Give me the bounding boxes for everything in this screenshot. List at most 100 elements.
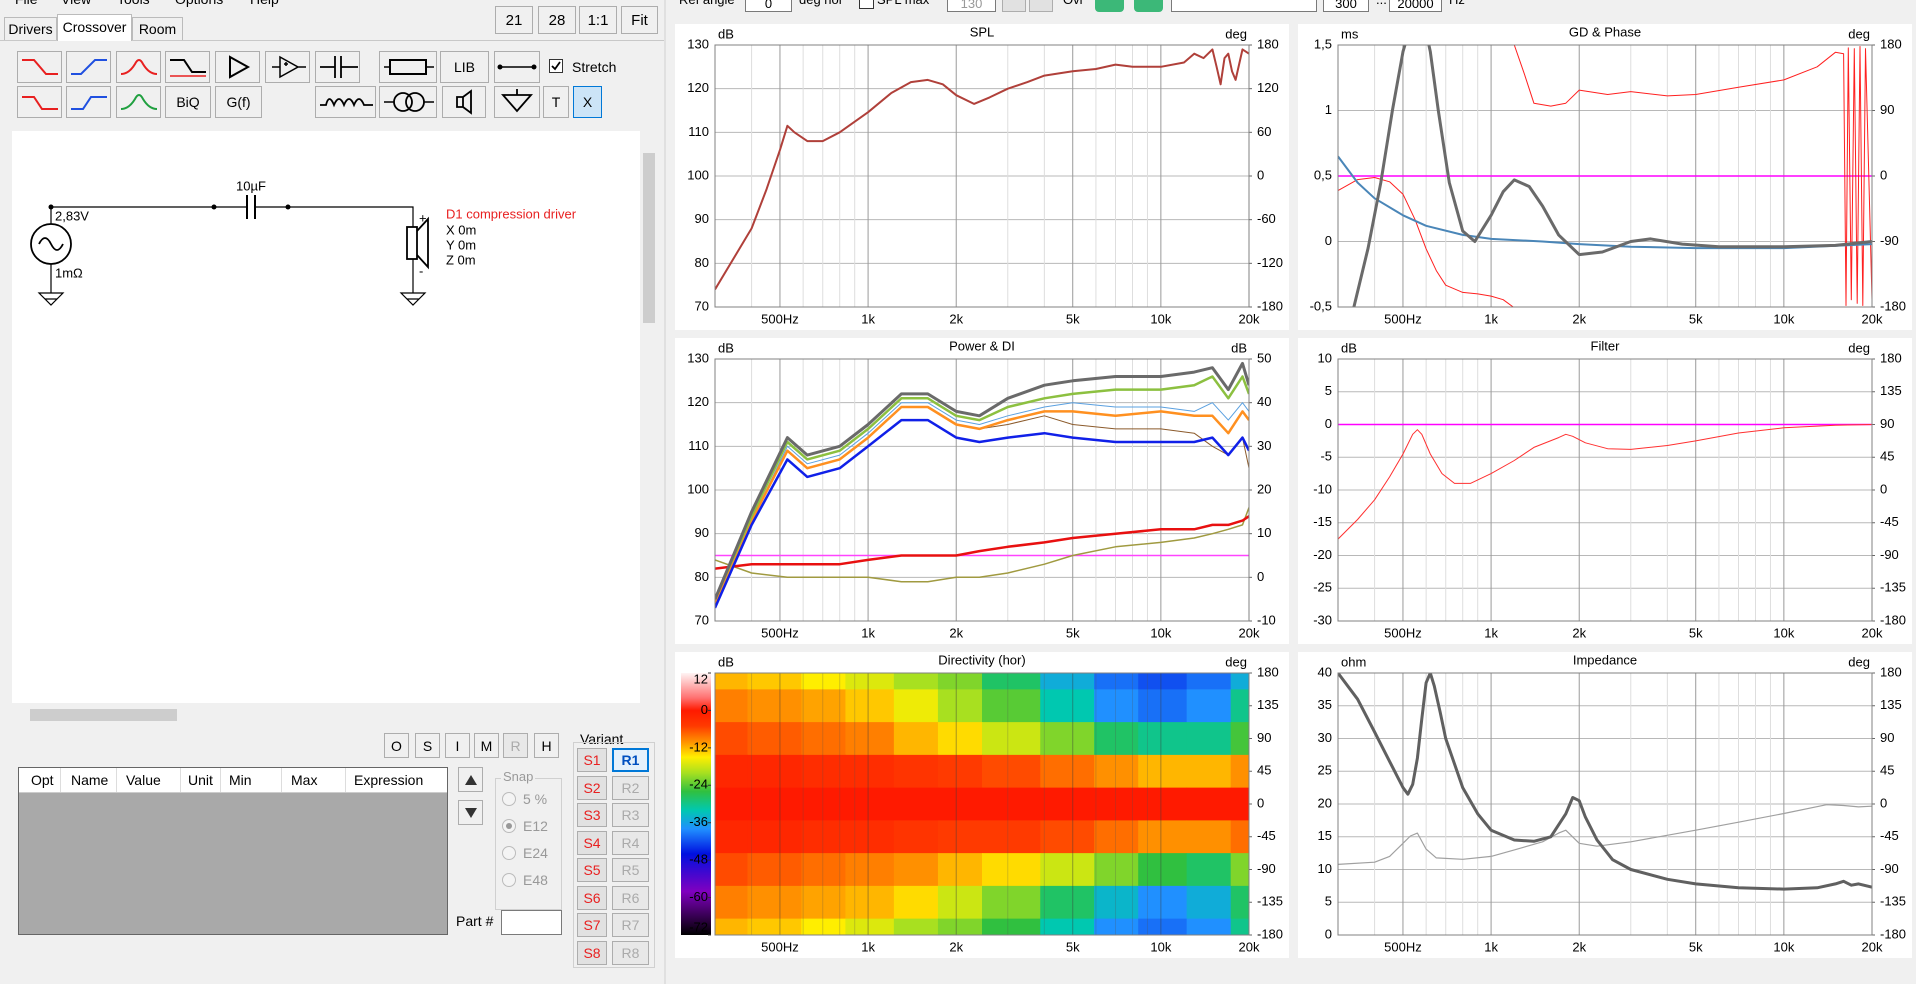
tool-button[interactable] xyxy=(265,51,310,83)
variant-s-button[interactable]: S5 xyxy=(577,858,607,882)
menu-item[interactable]: Options xyxy=(175,0,223,7)
mode-button[interactable]: I xyxy=(445,733,470,758)
tab[interactable]: Drivers xyxy=(4,17,57,40)
radio[interactable] xyxy=(502,792,516,806)
zoom-button[interactable]: 1:1 xyxy=(579,6,617,34)
mode-button[interactable]: O xyxy=(384,733,409,758)
variant-s-button[interactable]: S3 xyxy=(577,803,607,827)
x-button[interactable]: X xyxy=(573,86,602,118)
variant-s-button[interactable]: S4 xyxy=(577,830,607,855)
move-down[interactable] xyxy=(458,800,483,825)
zoom-button[interactable]: 28 xyxy=(538,6,576,34)
checkbox[interactable] xyxy=(859,0,874,9)
t-button[interactable]: T xyxy=(543,86,569,118)
tool-button[interactable] xyxy=(116,86,161,118)
x-tick-label: 1k xyxy=(861,939,875,954)
tool-button[interactable] xyxy=(17,86,62,118)
column-header[interactable]: Expression xyxy=(354,772,424,788)
tool-button[interactable] xyxy=(215,51,260,83)
spin-down[interactable] xyxy=(1002,0,1026,12)
checkbox[interactable] xyxy=(549,59,563,73)
tab[interactable]: Room xyxy=(132,17,183,40)
column-header[interactable]: Unit xyxy=(188,772,213,788)
input-field[interactable]: 0 xyxy=(745,0,792,12)
column-header[interactable]: Value xyxy=(126,772,161,788)
tool-button[interactable] xyxy=(17,51,62,83)
splitter[interactable] xyxy=(664,0,666,984)
gf-button[interactable]: G(f) xyxy=(215,86,262,118)
heatmap-cell xyxy=(747,673,802,690)
input-field[interactable]: 130 xyxy=(947,0,996,12)
tool-button[interactable] xyxy=(116,51,161,83)
variant-s-button[interactable]: S6 xyxy=(577,885,607,910)
tool-button[interactable] xyxy=(315,51,360,83)
menu-item[interactable]: File xyxy=(15,0,38,7)
mode-button[interactable]: R xyxy=(503,733,528,758)
variant-s-button[interactable]: S2 xyxy=(577,775,607,800)
variant-r-button[interactable]: R4 xyxy=(612,830,649,855)
variant-r-button[interactable]: R5 xyxy=(612,858,649,882)
mode-button[interactable]: H xyxy=(534,733,559,758)
biq-button[interactable]: BiQ xyxy=(165,86,211,118)
tool-button[interactable] xyxy=(66,51,111,83)
tool-button[interactable] xyxy=(494,86,540,118)
zoom-button[interactable]: Fit xyxy=(621,6,658,34)
column-header[interactable]: Name xyxy=(71,772,109,788)
x-tick-label: 1k xyxy=(1484,625,1498,640)
remove-overlay[interactable] xyxy=(1134,0,1163,12)
menu-item[interactable]: Tools xyxy=(117,0,150,7)
y2-tick-label: 120 xyxy=(1257,80,1279,95)
variant-r-button[interactable]: R1 xyxy=(612,748,649,772)
tool-button[interactable] xyxy=(66,86,111,118)
add-overlay[interactable] xyxy=(1095,0,1124,12)
variant-s-button[interactable]: S8 xyxy=(577,940,607,965)
radio[interactable] xyxy=(502,846,516,860)
variant-r-button[interactable]: R3 xyxy=(612,803,649,827)
spin-up[interactable] xyxy=(1029,0,1053,12)
menu-item[interactable]: View xyxy=(61,0,91,7)
driver[interactable] xyxy=(406,226,418,260)
chart-title: Impedance xyxy=(1573,652,1637,667)
capacitor[interactable] xyxy=(246,195,256,219)
variant-r-button[interactable]: R7 xyxy=(612,913,649,937)
voltage-source[interactable] xyxy=(30,223,72,265)
tool-button[interactable] xyxy=(379,86,437,118)
scroll-thumb[interactable] xyxy=(30,709,177,721)
variant-r-button[interactable]: R8 xyxy=(612,940,649,965)
y2-tick-label: 40 xyxy=(1257,394,1271,409)
lib-button[interactable]: LIB xyxy=(440,51,489,83)
tool-button[interactable] xyxy=(442,86,486,118)
y-tick-label: -25 xyxy=(1313,580,1332,595)
tab[interactable]: Crossover xyxy=(57,14,132,41)
tool-button[interactable] xyxy=(315,86,376,118)
column-header[interactable]: Min xyxy=(229,772,252,788)
input-field[interactable]: 300 xyxy=(1323,0,1369,12)
mode-button[interactable]: S xyxy=(415,733,440,758)
variant-r-button[interactable]: R2 xyxy=(612,775,649,800)
horizontal-scrollbar[interactable] xyxy=(12,706,640,724)
column-header[interactable]: Opt xyxy=(31,772,54,788)
column-header[interactable]: Max xyxy=(291,772,318,788)
variant-s-button[interactable]: S7 xyxy=(577,913,607,937)
tool-button[interactable] xyxy=(165,51,210,83)
column-separator xyxy=(116,768,117,792)
move-up[interactable] xyxy=(458,767,483,792)
input-field[interactable]: 20000 xyxy=(1389,0,1442,12)
variant-r-button[interactable]: R6 xyxy=(612,885,649,910)
radio[interactable] xyxy=(502,819,516,833)
scroll-thumb[interactable] xyxy=(643,153,655,323)
mode-button[interactable]: M xyxy=(474,733,499,758)
vertical-scrollbar[interactable] xyxy=(640,131,658,703)
heatmap-cell xyxy=(845,722,895,756)
radio[interactable] xyxy=(502,873,516,887)
input-field[interactable] xyxy=(501,910,562,935)
variant-s-button[interactable]: S1 xyxy=(577,748,607,772)
heatmap-cell xyxy=(893,689,939,723)
zoom-button[interactable]: 21 xyxy=(495,6,533,34)
menu-item[interactable]: Help xyxy=(250,0,279,7)
tool-button[interactable] xyxy=(494,51,540,83)
input-field[interactable] xyxy=(1171,0,1317,12)
tool-button[interactable] xyxy=(379,51,437,83)
